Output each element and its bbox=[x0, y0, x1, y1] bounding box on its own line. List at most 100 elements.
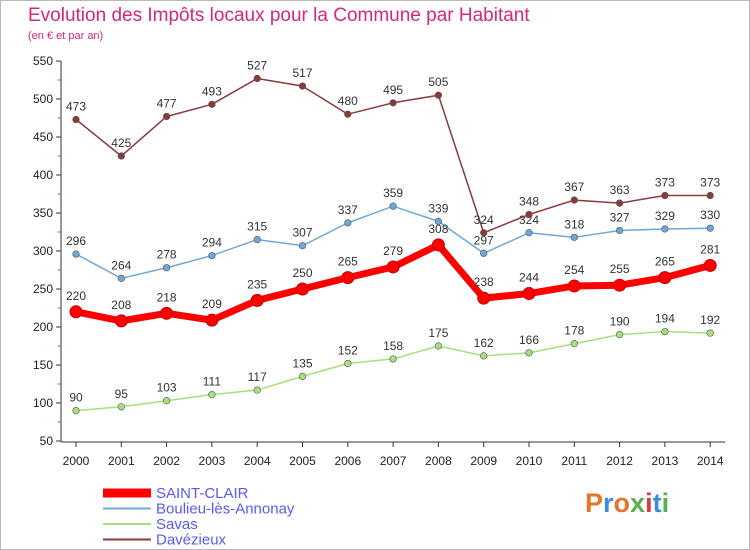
data-point bbox=[208, 100, 216, 108]
data-point bbox=[525, 349, 533, 357]
data-label: 135 bbox=[292, 356, 312, 370]
data-label: 495 bbox=[383, 83, 403, 97]
data-point bbox=[117, 403, 125, 411]
data-point bbox=[525, 229, 533, 237]
data-label: 117 bbox=[248, 370, 267, 384]
data-point bbox=[434, 217, 443, 225]
series-boulieu-l-s-annonay: 296 264 278 294 315 307 337 359 339 297 324 318 327 3… bbox=[66, 186, 721, 282]
data-point bbox=[163, 397, 171, 405]
data-label: 220 bbox=[66, 289, 86, 303]
y-tick-label: 200 bbox=[33, 320, 53, 334]
x-tick-label: 2007 bbox=[380, 454, 407, 468]
data-label: 111 bbox=[203, 375, 222, 389]
data-label: 218 bbox=[157, 290, 177, 304]
data-point bbox=[208, 391, 216, 399]
data-point bbox=[567, 279, 581, 293]
x-tick-label: 2010 bbox=[516, 454, 543, 468]
data-label: 166 bbox=[519, 333, 539, 347]
data-label: 330 bbox=[700, 208, 720, 222]
data-label: 505 bbox=[428, 75, 448, 89]
data-point bbox=[117, 274, 125, 282]
y-tick-label: 350 bbox=[33, 206, 53, 220]
data-label: 238 bbox=[474, 275, 494, 289]
legend-label-dav-zieux: Davézieux bbox=[156, 532, 227, 549]
data-label: 255 bbox=[610, 262, 630, 276]
data-point bbox=[706, 224, 714, 232]
data-label: 265 bbox=[655, 255, 675, 269]
data-point bbox=[615, 331, 624, 339]
data-label: 294 bbox=[202, 236, 222, 250]
logo-letter: i bbox=[645, 488, 653, 518]
data-point bbox=[163, 112, 171, 121]
data-label: 208 bbox=[111, 298, 131, 312]
data-point bbox=[253, 236, 261, 244]
y-tick-label: 250 bbox=[33, 282, 53, 296]
y-tick-label: 400 bbox=[33, 168, 53, 182]
y-tick-label: 550 bbox=[33, 54, 53, 68]
data-label: 190 bbox=[610, 315, 630, 329]
data-point bbox=[706, 329, 714, 337]
data-label: 348 bbox=[519, 195, 539, 209]
data-label: 278 bbox=[157, 248, 177, 262]
x-tick-label: 2005 bbox=[289, 454, 316, 468]
x-tick-label: 2011 bbox=[561, 454, 587, 468]
chart-subtitle: (en € et par an) bbox=[28, 30, 104, 42]
data-label: 315 bbox=[247, 220, 267, 234]
data-point bbox=[480, 352, 488, 360]
data-label: 264 bbox=[111, 258, 131, 272]
x-tick-label: 2001 bbox=[108, 454, 135, 468]
data-label: 178 bbox=[564, 324, 584, 338]
data-point bbox=[296, 282, 309, 296]
data-label: 359 bbox=[383, 186, 403, 200]
data-point bbox=[250, 293, 264, 307]
data-point bbox=[703, 258, 717, 272]
data-label: 244 bbox=[519, 271, 539, 285]
data-point bbox=[72, 407, 80, 415]
data-label: 363 bbox=[610, 183, 630, 197]
data-point bbox=[341, 271, 355, 285]
logo-letter: i bbox=[661, 488, 670, 518]
legend-label-saint-clair: SAINT-CLAIR bbox=[156, 485, 249, 502]
logo-letter: o bbox=[613, 488, 631, 518]
data-label: 329 bbox=[655, 209, 675, 223]
data-point bbox=[661, 327, 669, 336]
data-label: 327 bbox=[610, 210, 630, 224]
data-label: 297 bbox=[474, 233, 494, 247]
data-label: 95 bbox=[115, 387, 129, 401]
data-point bbox=[205, 313, 219, 327]
data-point bbox=[615, 199, 624, 207]
data-label: 158 bbox=[383, 339, 403, 353]
data-point bbox=[434, 91, 443, 99]
data-point bbox=[615, 226, 624, 235]
data-point bbox=[72, 115, 80, 124]
chart-title: Evolution des Impôts locaux pour la Comm… bbox=[28, 5, 530, 26]
data-label: 254 bbox=[564, 263, 584, 277]
data-point bbox=[570, 196, 578, 204]
data-label: 339 bbox=[428, 201, 448, 215]
logo-letter: P bbox=[585, 488, 604, 518]
data-label: 103 bbox=[157, 381, 177, 395]
y-tick-label: 50 bbox=[40, 434, 54, 448]
data-label: 527 bbox=[247, 58, 267, 72]
x-tick-label: 2003 bbox=[199, 454, 226, 468]
data-label: 175 bbox=[428, 326, 448, 340]
data-label: 517 bbox=[292, 66, 312, 80]
data-label: 493 bbox=[202, 84, 222, 98]
data-point bbox=[570, 340, 578, 348]
x-tick-label: 2009 bbox=[470, 454, 497, 468]
data-point bbox=[160, 306, 174, 320]
logo-letter: t bbox=[652, 488, 662, 518]
data-point bbox=[344, 219, 352, 227]
logo-letter: x bbox=[630, 488, 646, 518]
data-point bbox=[72, 250, 80, 258]
data-point bbox=[658, 271, 672, 285]
data-label: 307 bbox=[292, 226, 312, 240]
data-label: 209 bbox=[202, 297, 222, 311]
series-saint-clair: 220 208 218 209 235 250 265 279 308 238 244 254 255 2… bbox=[66, 222, 721, 328]
data-point bbox=[706, 191, 714, 200]
data-point bbox=[613, 278, 627, 292]
data-label: 296 bbox=[66, 234, 86, 248]
data-label: 308 bbox=[428, 222, 448, 236]
data-label: 152 bbox=[338, 343, 358, 357]
series-savas: 90 95 103 111 117 135 152 158 175 162 166 178 190 194… bbox=[69, 312, 721, 415]
